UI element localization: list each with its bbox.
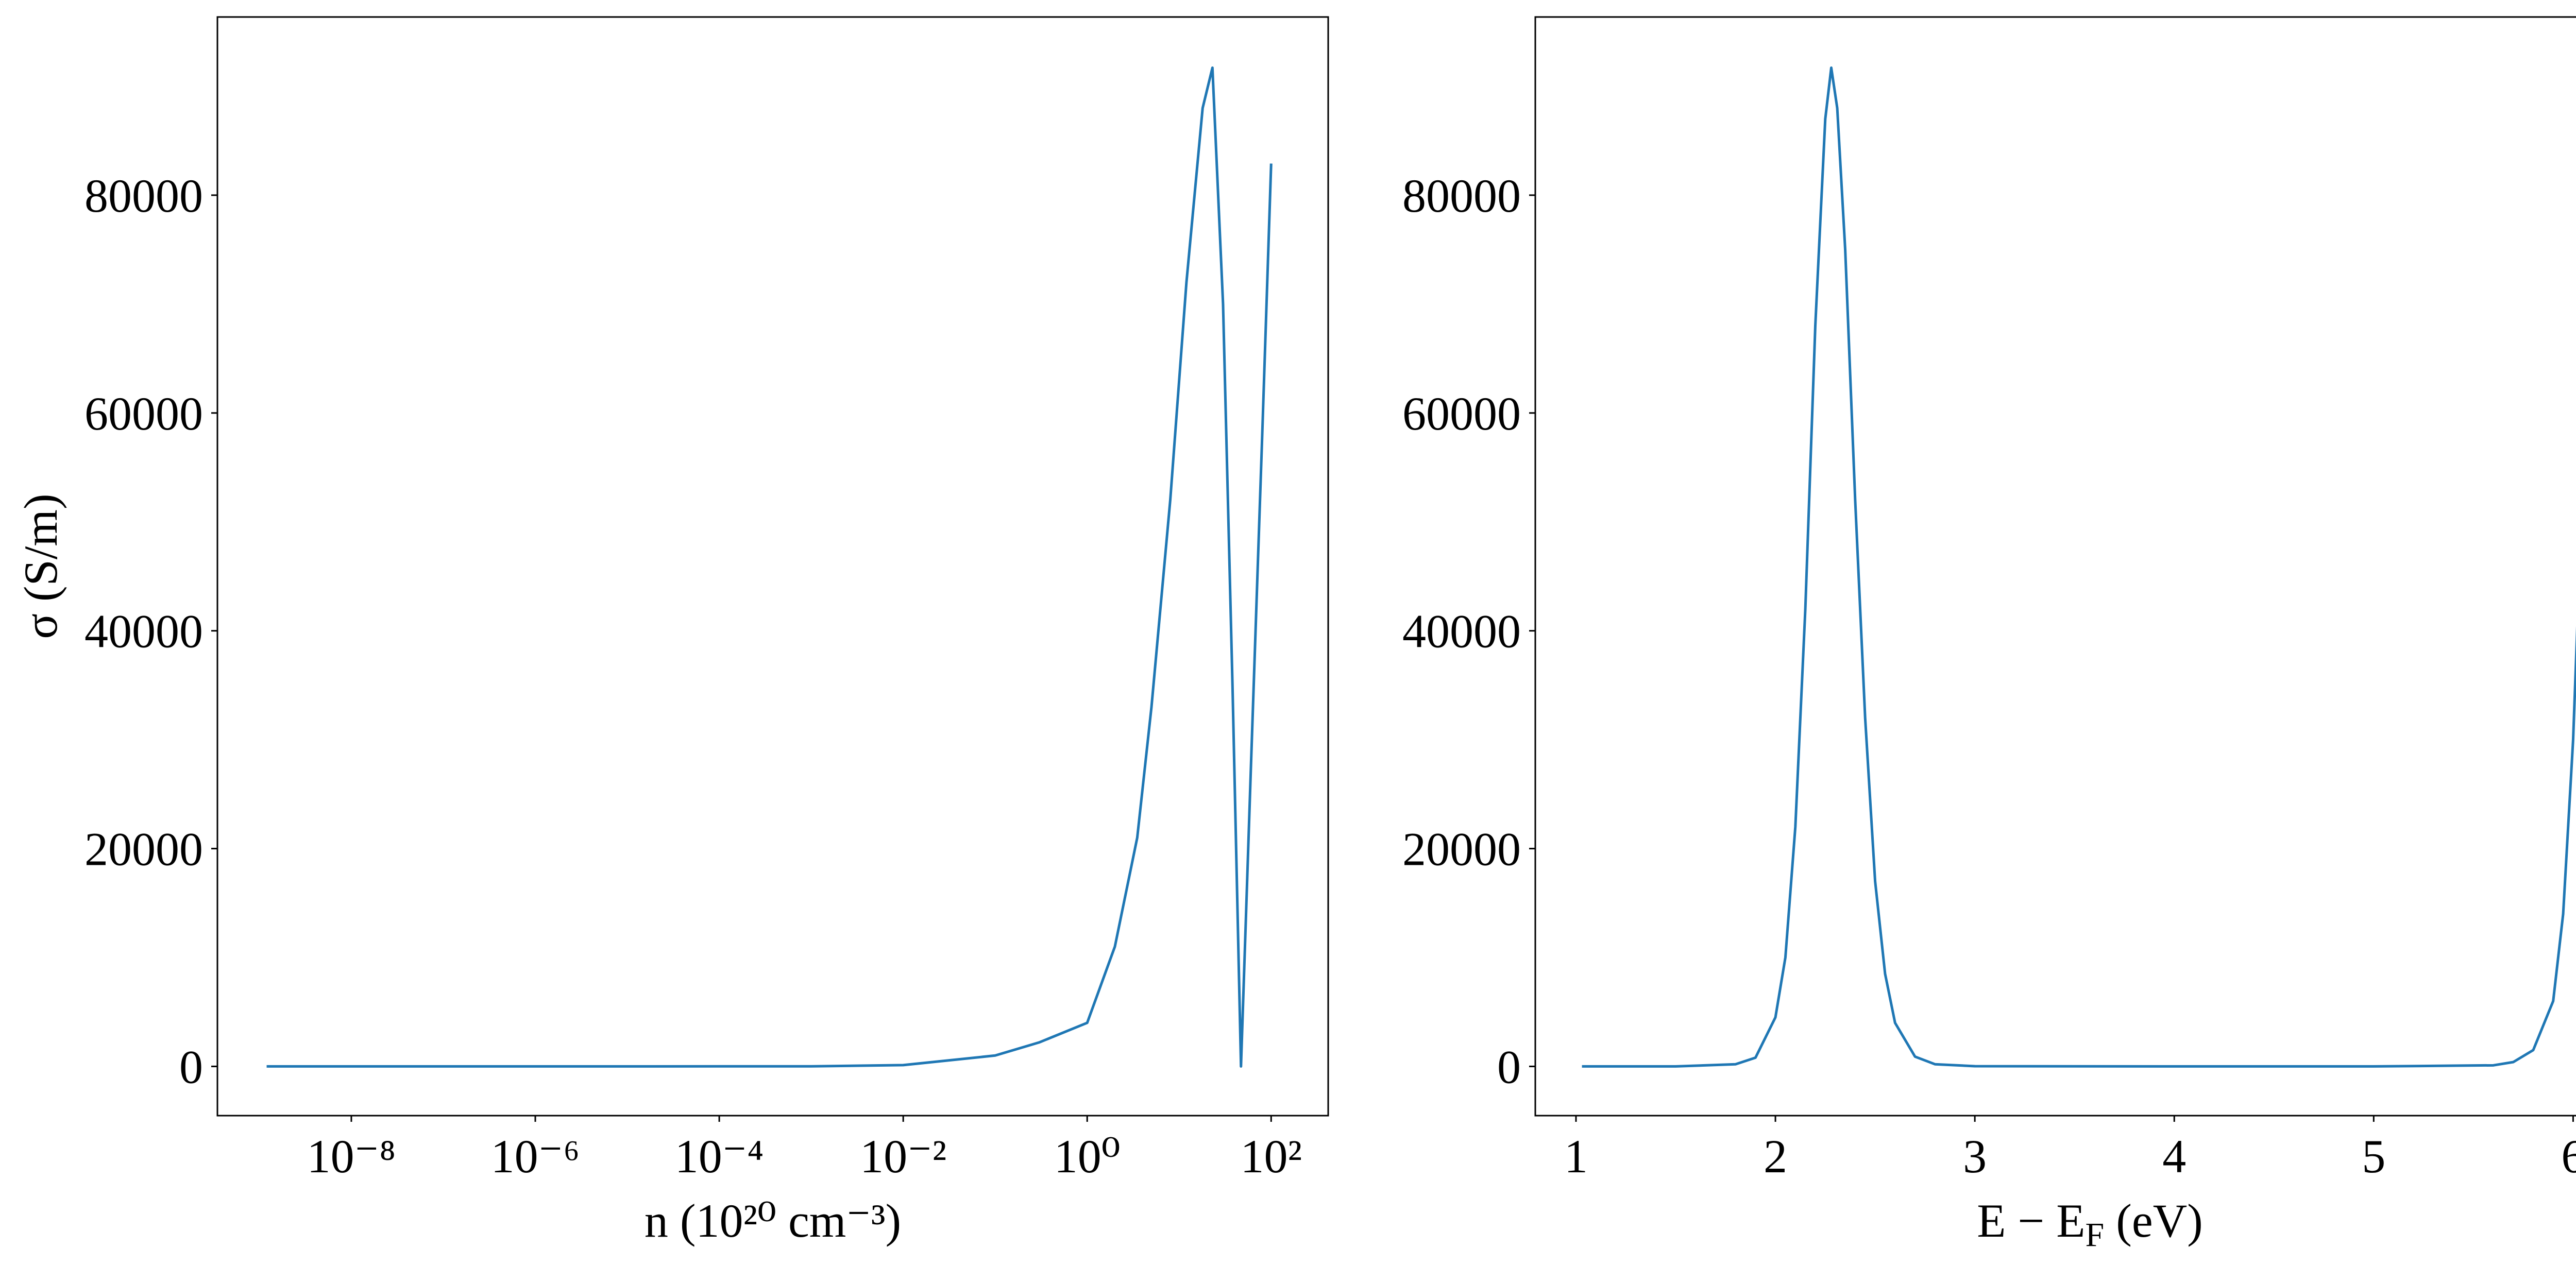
x-tick-label: 5 bbox=[2362, 1130, 2385, 1183]
y-axis-label: σ (S/m) bbox=[14, 493, 67, 639]
y-tick-label: 40000 bbox=[84, 605, 203, 658]
y-tick-label: 80000 bbox=[1402, 169, 1521, 222]
x-tick-label: 10² bbox=[1240, 1130, 1302, 1183]
y-tick-label: 40000 bbox=[1402, 605, 1521, 658]
y-tick-label: 60000 bbox=[84, 387, 203, 440]
y-tick-label: 20000 bbox=[84, 823, 203, 876]
y-tick-label: 0 bbox=[1497, 1040, 1521, 1093]
x-axis-label: n (10²⁰ cm⁻³) bbox=[645, 1194, 901, 1247]
y-tick-label: 0 bbox=[179, 1040, 203, 1093]
axes-frame bbox=[1534, 16, 2576, 1117]
x-tick-label: 1 bbox=[1564, 1130, 1588, 1183]
x-axis-label-part: E − E bbox=[1977, 1194, 2085, 1247]
x-tick-label: 10⁰ bbox=[1054, 1130, 1121, 1183]
x-tick-label: 10⁻⁸ bbox=[307, 1130, 396, 1183]
line-series bbox=[1582, 66, 2576, 1068]
x-tick-label: 2 bbox=[1764, 1130, 1787, 1183]
x-tick-label: 10⁻² bbox=[860, 1130, 946, 1183]
x-tick-label: 4 bbox=[2162, 1130, 2186, 1183]
axes-frame bbox=[216, 16, 1329, 1117]
x-axis-label-part: F bbox=[2086, 1216, 2105, 1254]
x-tick-label: 6 bbox=[2561, 1130, 2576, 1183]
line-series bbox=[266, 66, 1273, 1068]
x-tick-label: 10⁻⁴ bbox=[675, 1130, 764, 1183]
x-axis-label: E − EF (eV) bbox=[1977, 1194, 2203, 1254]
x-tick-label: 10⁻⁶ bbox=[491, 1130, 580, 1183]
y-tick-label: 60000 bbox=[1402, 387, 1521, 440]
y-tick-label: 20000 bbox=[1402, 823, 1521, 876]
x-tick-label: 3 bbox=[1963, 1130, 1987, 1183]
y-tick-label: 80000 bbox=[84, 169, 203, 222]
x-axis-label-part: (eV) bbox=[2104, 1194, 2203, 1247]
